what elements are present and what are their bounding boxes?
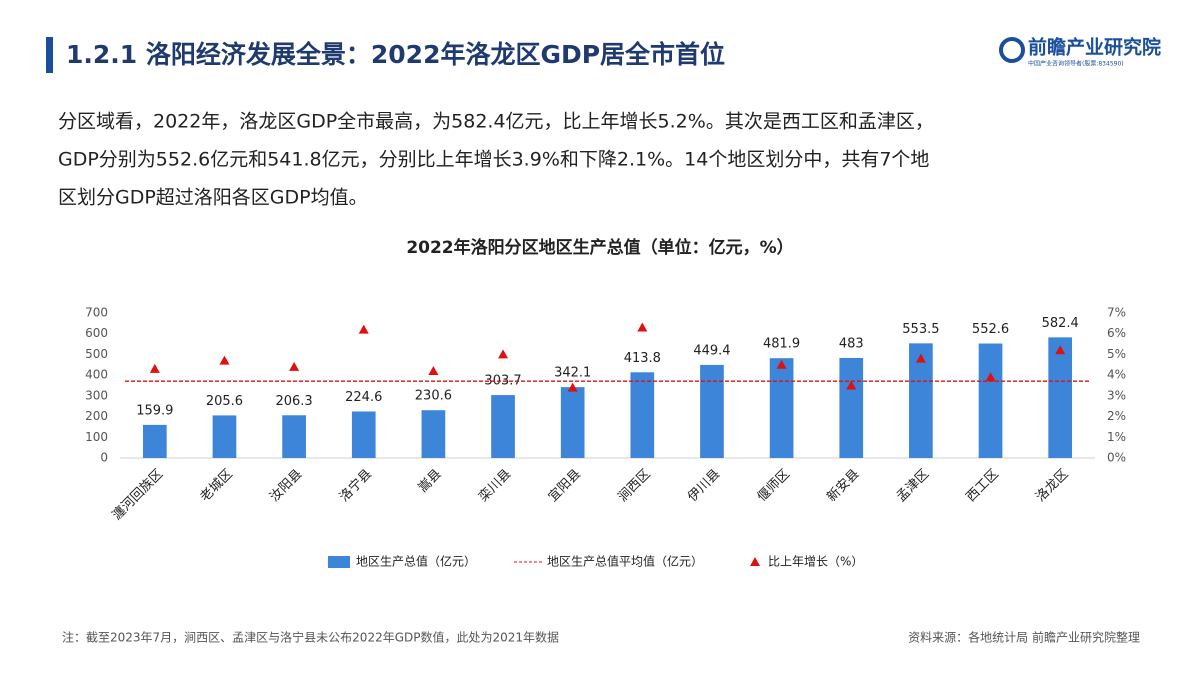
x-tick-label: 宜阳县 [546,467,584,505]
legend-label: 地区生产总值（亿元） [356,554,476,569]
bar [351,411,376,458]
legend-swatch [750,557,760,566]
y-tick-label: 300 [85,388,108,402]
bar [769,358,794,458]
logo-text: 前瞻产业研究院 [1028,36,1161,59]
data-label: 553.5 [902,322,939,337]
growth-marker [498,349,509,359]
x-tick-label: 孟津区 [894,467,932,505]
y2-tick-label: 5% [1107,347,1126,361]
y-tick-label: 500 [85,347,108,361]
data-label: 582.4 [1042,316,1079,331]
y-tick-label: 700 [85,306,108,320]
growth-marker [358,324,369,334]
legend-label: 比上年增长（%） [768,555,863,569]
x-tick-label: 老城区 [198,467,236,505]
growth-marker [428,366,439,375]
growth-marker [219,355,230,365]
data-label: 481.9 [763,337,800,352]
growth-marker [776,359,787,369]
data-label: 342.1 [554,366,591,381]
growth-marker [846,380,857,390]
x-tick-label: 新安县 [824,466,863,505]
x-tick-label: 洛宁县 [336,466,375,505]
y-tick-label: 100 [85,430,108,444]
data-label: 449.4 [693,343,730,358]
growth-marker [1055,345,1066,355]
bar [560,387,585,458]
bar [491,395,515,458]
slide-title: 1.2.1 洛阳经济发展全景：2022年洛龙区GDP居全市首位 [66,40,725,69]
paragraph-line: 区划分GDP超过洛阳各区GDP均值。 [58,187,368,209]
logo-icon [999,37,1025,63]
growth-marker [637,322,648,332]
data-label: 159.9 [136,403,173,418]
paragraph-line: GDP分别为552.6亿元和541.8亿元，分别比上年增长3.9%和下降2.1%… [58,149,929,171]
logo-subtext: 中国产业咨询领导者(股票:834590) [1028,60,1124,68]
x-tick-label: 嵩县 [416,467,445,496]
growth-marker [567,382,578,392]
x-tick-label: 汝阳县 [267,467,305,505]
title-bar [46,37,53,73]
growth-marker [985,372,996,382]
y-tick-label: 600 [85,326,108,340]
bar [421,410,446,458]
bar [839,357,864,458]
bar [909,343,933,458]
y-tick-label: 400 [85,368,108,382]
x-tick-label: 伊川县 [685,467,723,505]
footnote: 注：截至2023年7月，涧西区、孟津区与洛宁县未公布2022年GDP数值，此处为… [62,630,559,645]
data-label: 552.6 [972,322,1009,337]
bar [700,364,724,458]
x-tick-label: 西工区 [964,467,1002,505]
y-tick-label: 0 [100,451,108,465]
data-label: 230.6 [415,389,452,404]
bar [978,343,1003,458]
x-tick-label: 洛龙区 [1033,467,1071,505]
y2-tick-label: 3% [1107,388,1126,402]
x-tick-label: 栾川县 [475,466,514,505]
data-label: 413.8 [624,351,661,366]
bar [282,415,306,458]
paragraph-line: 分区域看，2022年，洛龙区GDP全市最高，为582.4亿元，比上年增长5.2%… [58,111,934,133]
data-label: 205.6 [206,394,243,409]
chart-title: 2022年洛阳分区地区生产总值（单位：亿元，%） [406,237,793,258]
legend-swatch [328,556,350,568]
growth-marker [915,353,926,363]
bar [142,424,167,458]
data-label: 206.3 [275,394,312,409]
y2-tick-label: 6% [1107,326,1126,340]
y2-tick-label: 4% [1107,368,1126,382]
legend-label: 地区生产总值平均值（亿元） [547,554,703,569]
y2-tick-label: 0% [1107,451,1126,465]
growth-marker [149,363,160,373]
bar [630,372,655,458]
data-label: 483 [839,336,864,351]
source: 资料来源：各地统计局 前瞻产业研究院整理 [908,630,1140,645]
bar [212,415,237,458]
y2-tick-label: 2% [1107,409,1126,423]
y2-tick-label: 1% [1107,430,1126,444]
x-tick-label: 偃师区 [755,467,793,505]
y-tick-label: 200 [85,409,108,423]
growth-marker [289,361,300,371]
x-tick-label: 涧西区 [615,467,653,505]
y2-tick-label: 7% [1107,306,1126,320]
x-tick-label: 瀍河回族区 [109,466,166,523]
data-label: 224.6 [345,390,382,405]
bar [1048,337,1073,458]
